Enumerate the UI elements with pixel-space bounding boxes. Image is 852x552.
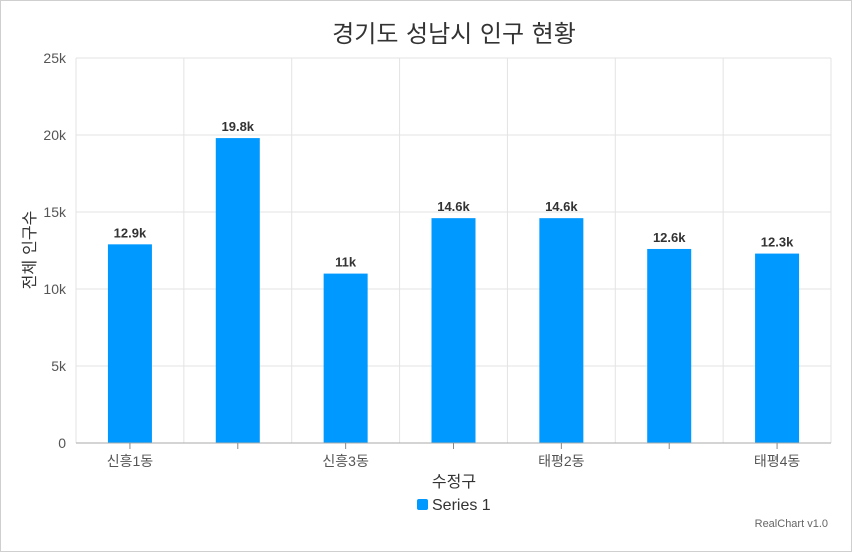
bar-series-1	[107, 138, 800, 443]
data-label: 11k	[335, 255, 357, 270]
data-label: 19.8k	[222, 119, 255, 134]
y-tick-label: 10k	[43, 281, 67, 297]
legend-label: Series 1	[432, 497, 491, 514]
bar[interactable]	[215, 138, 260, 443]
y-tick-label: 5k	[51, 358, 67, 374]
data-label: 12.9k	[114, 225, 147, 240]
bar[interactable]	[539, 218, 584, 443]
data-labels: 12.9k 19.8k 11k 14.6k 14.6k 12.6k 12.3k	[114, 119, 794, 270]
bar[interactable]	[323, 273, 368, 443]
y-tick-label: 0	[58, 435, 66, 451]
bar[interactable]	[431, 218, 476, 443]
y-tick-label: 15k	[43, 204, 67, 220]
legend[interactable]: Series 1	[417, 497, 491, 514]
bar[interactable]	[755, 253, 800, 443]
x-axis-title: 수정구	[432, 472, 476, 491]
y-axis-title: 전체 인구수	[20, 211, 39, 290]
bar[interactable]	[647, 248, 692, 443]
y-tick-label: 20k	[43, 127, 67, 143]
data-label: 12.6k	[653, 230, 686, 245]
x-tick-label: 태평2동	[538, 453, 585, 469]
legend-swatch	[417, 499, 428, 510]
data-label: 14.6k	[437, 199, 470, 214]
bar[interactable]	[107, 244, 152, 443]
data-label: 14.6k	[545, 199, 578, 214]
y-axis: 0 5k 10k 15k 20k 25k	[43, 50, 67, 451]
y-tick-label: 25k	[43, 50, 67, 66]
x-tick-label: 태평4동	[754, 453, 801, 469]
grid-lines	[75, 57, 832, 443]
x-tick-label: 신흥1동	[107, 453, 154, 469]
credit-label: RealChart v1.0	[755, 518, 828, 530]
data-label: 12.3k	[761, 235, 794, 250]
x-axis: 신흥1동 신흥3동 태평2동 태평4동	[76, 442, 831, 469]
chart-title: 경기도 성남시 인구 현황	[332, 20, 576, 48]
x-tick-label: 신흥3동	[322, 453, 369, 469]
